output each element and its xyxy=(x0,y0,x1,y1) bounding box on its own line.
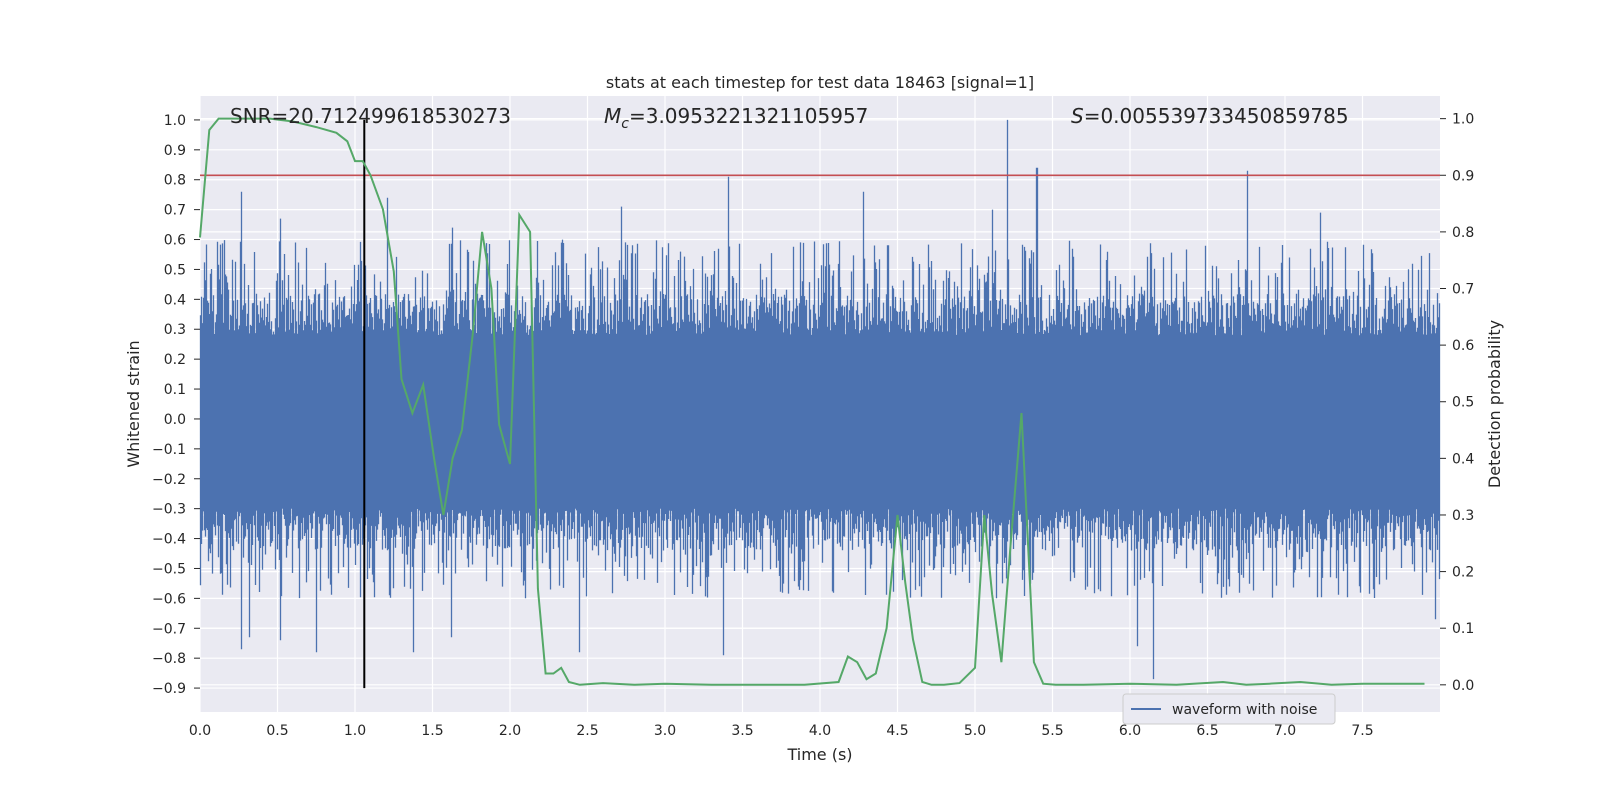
chart-title: stats at each timestep for test data 184… xyxy=(606,73,1034,92)
x-tick-label: 6.0 xyxy=(1119,723,1141,739)
y-axis-ticks: 1.0 0.9 0.8 0.7 0.6 0.5 0.4 0.3 0.2 0.1 0.0 −0.1 −0.… xyxy=(152,113,200,697)
y-tick-label: 0.8 xyxy=(164,173,186,189)
y2-tick-label: 0.0 xyxy=(1452,678,1474,694)
y-tick-label: 0.3 xyxy=(164,322,186,338)
waveform-with-noise-series xyxy=(199,119,1441,680)
y-tick-label: 0.2 xyxy=(164,352,186,368)
y2-axis-label: Detection probability xyxy=(1485,320,1504,488)
y-tick-label: 0.1 xyxy=(164,382,186,398)
y-tick-label: −0.6 xyxy=(152,591,186,607)
x-tick-label: 1.0 xyxy=(344,723,366,739)
snr-annotation: SNR=20.712499618530273 xyxy=(230,104,511,128)
x-tick-label: 0.5 xyxy=(266,723,288,739)
y2-tick-label: 1.0 xyxy=(1452,112,1474,128)
y2-axis-ticks: 1.0 0.9 0.8 0.7 0.6 0.5 0.4 0.3 0.2 0.1 0.0 xyxy=(1440,112,1474,694)
x-axis-ticks: 0.0 0.5 1.0 1.5 2.0 2.5 3.0 3.5 4.0 4.5 5.0 5.5 6.0 6… xyxy=(189,723,1374,739)
x-tick-label: 3.0 xyxy=(654,723,676,739)
y-tick-label: 0.5 xyxy=(164,262,186,278)
detection-statistic-annotation: S=0.005539733450859785 xyxy=(1071,104,1349,128)
x-tick-label: 5.5 xyxy=(1041,723,1063,739)
chirp-mass-value: =3.0953221321105957 xyxy=(629,104,868,128)
y-tick-label: 0.6 xyxy=(164,233,186,249)
detection-statistic-value: =0.005539733450859785 xyxy=(1084,104,1349,128)
overlays xyxy=(200,119,1440,689)
x-tick-label: 4.0 xyxy=(809,723,831,739)
y2-tick-label: 0.5 xyxy=(1452,395,1474,411)
y2-tick-label: 0.4 xyxy=(1452,451,1474,467)
y2-tick-label: 0.8 xyxy=(1452,225,1474,241)
y-tick-label: 0.9 xyxy=(164,143,186,159)
y2-tick-label: 0.1 xyxy=(1452,621,1474,637)
x-tick-label: 2.5 xyxy=(576,723,598,739)
y-tick-label: −0.9 xyxy=(152,681,186,697)
y-tick-label: −0.8 xyxy=(152,651,186,667)
chirp-mass-subscript: c xyxy=(621,116,629,132)
x-tick-label: 2.0 xyxy=(499,723,521,739)
waveform-trace xyxy=(199,119,1441,680)
y2-tick-label: 0.6 xyxy=(1452,338,1474,354)
x-tick-label: 7.5 xyxy=(1351,723,1373,739)
y-tick-label: 0.4 xyxy=(164,292,186,308)
x-tick-label: 4.5 xyxy=(886,723,908,739)
chirp-mass-annotation: Mc=3.0953221321105957 xyxy=(604,104,868,132)
legend-label-waveform: waveform with noise xyxy=(1172,702,1317,718)
x-tick-label: 0.0 xyxy=(189,723,211,739)
x-tick-label: 6.5 xyxy=(1196,723,1218,739)
y-tick-label: −0.3 xyxy=(152,502,186,518)
legend: waveform with noise xyxy=(1122,693,1336,725)
y-tick-label: −0.1 xyxy=(152,442,186,458)
y-tick-label: 1.0 xyxy=(164,113,186,129)
chirp-mass-symbol: M xyxy=(604,104,621,128)
y-tick-label: −0.5 xyxy=(152,561,186,577)
y2-tick-label: 0.2 xyxy=(1452,565,1474,581)
y-tick-label: −0.4 xyxy=(152,532,186,548)
y2-tick-label: 0.7 xyxy=(1452,282,1474,298)
y2-tick-label: 0.9 xyxy=(1452,168,1474,184)
x-axis-label: Time (s) xyxy=(786,745,852,764)
y-tick-label: −0.2 xyxy=(152,472,186,488)
detection-probability-line xyxy=(199,117,1425,686)
x-tick-label: 5.0 xyxy=(964,723,986,739)
y-tick-label: 0.7 xyxy=(164,203,186,219)
legend-box xyxy=(1122,693,1336,725)
y-axis-label: Whitened strain xyxy=(124,340,143,467)
x-tick-label: 1.5 xyxy=(421,723,443,739)
y-tick-label: −0.7 xyxy=(152,621,186,637)
y2-tick-label: 0.3 xyxy=(1452,508,1474,524)
detection-probability-series xyxy=(199,117,1425,686)
y-tick-label: 0.0 xyxy=(164,412,186,428)
x-tick-label: 7.0 xyxy=(1274,723,1296,739)
detection-statistic-symbol: S xyxy=(1071,104,1084,128)
x-tick-label: 3.5 xyxy=(731,723,753,739)
